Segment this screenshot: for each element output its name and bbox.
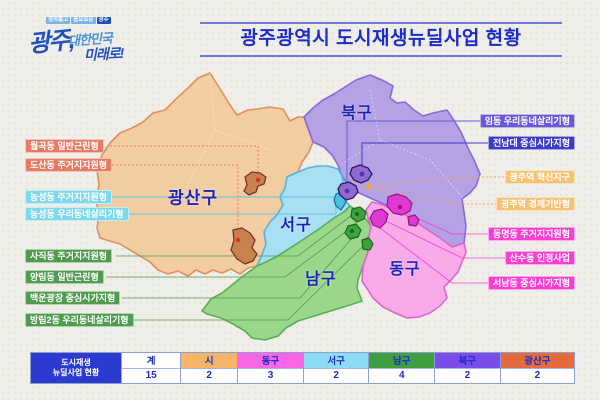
marker-dong bbox=[397, 204, 403, 210]
site-dong-2[interactable] bbox=[369, 208, 389, 229]
summary-col-total: 계 15 bbox=[121, 353, 181, 383]
site-markers bbox=[235, 171, 403, 243]
project-label-baegun[interactable]: 백운광장 중심시가지형 bbox=[25, 291, 121, 305]
line-yangnim bbox=[106, 229, 349, 278]
line-sajik bbox=[116, 214, 353, 257]
line-station-innovation bbox=[371, 176, 508, 187]
summary-col-dong-gu-value: 3 bbox=[238, 368, 303, 383]
logo-badge: 광주 bbox=[96, 17, 111, 24]
project-label-yangnim[interactable]: 양림동 일반근린형 bbox=[25, 270, 104, 284]
project-label-dongmyeong[interactable]: 동명동 주거지지원형 bbox=[487, 227, 575, 241]
title-rule-top bbox=[200, 22, 562, 24]
summary-col-city-value: 2 bbox=[181, 368, 238, 383]
district-label-seo-gu: 서구 bbox=[280, 217, 312, 234]
project-sites bbox=[230, 164, 420, 265]
district-label-dong-gu: 동구 bbox=[389, 261, 421, 278]
summary-row-header-line1: 도시재생 bbox=[61, 358, 91, 367]
project-label-sansu[interactable]: 산수동 인정사업 bbox=[504, 251, 575, 265]
summary-col-seo-gu-value: 2 bbox=[303, 368, 369, 383]
district-label-nam-gu: 남구 bbox=[305, 271, 337, 288]
page-header: 광주광역시 도시재생뉴딜사업 현황 bbox=[200, 22, 562, 57]
line-jeonnamdae bbox=[361, 142, 494, 174]
line-dongmyeong bbox=[403, 211, 492, 235]
page-title: 광주광역시 도시재생뉴딜사업 현황 bbox=[240, 28, 522, 49]
project-label-wolgok[interactable]: 월곡동 일반근린형 bbox=[25, 139, 104, 153]
summary-col-city: 시 2 bbox=[180, 353, 238, 383]
summary-col-nam-gu: 남구 4 bbox=[368, 353, 435, 383]
project-label-dosan[interactable]: 도산동 주거지지원형 bbox=[25, 158, 113, 172]
summary-col-city-label: 시 bbox=[181, 353, 238, 369]
summary-col-dong-gu: 동구 3 bbox=[237, 353, 303, 383]
summary-col-buk-gu-label: 북구 bbox=[435, 353, 500, 369]
marker-wolgok bbox=[255, 177, 261, 183]
summary-col-gwangsan-gu-value: 2 bbox=[500, 368, 575, 383]
site-dong-3[interactable] bbox=[407, 214, 420, 227]
summary-col-nam-gu-value: 4 bbox=[369, 368, 435, 383]
district-label-buk-gu: 북구 bbox=[341, 105, 373, 122]
summary-col-gwangsan-gu-label: 광산구 bbox=[500, 353, 575, 369]
summary-row-header: 도시재생 뉴딜사업 현황 bbox=[31, 353, 121, 383]
site-nam-3[interactable] bbox=[361, 237, 374, 251]
logo-badge: 정의롭고 bbox=[46, 17, 71, 24]
district-shapes bbox=[95, 72, 481, 341]
project-label-imdong[interactable]: 임동 우리동네살리기형 bbox=[479, 114, 575, 128]
marker-jeonnamdae bbox=[359, 171, 365, 177]
summary-col-total-value: 15 bbox=[122, 368, 181, 383]
line-wolgok bbox=[110, 145, 259, 174]
line-sansu bbox=[387, 221, 508, 259]
connector-lines bbox=[106, 120, 508, 321]
marker-imdong bbox=[344, 188, 350, 194]
project-label-bangnim[interactable]: 방림2동 우리동네살리기형 bbox=[25, 313, 134, 327]
summary-col-nam-gu-label: 남구 bbox=[369, 353, 435, 369]
summary-col-buk-gu-value: 2 bbox=[435, 368, 500, 383]
summary-col-dong-gu-label: 동구 bbox=[238, 353, 303, 369]
project-label-nongseong-2[interactable]: 농성동 우리동네살리기형 bbox=[25, 207, 129, 221]
line-nongseong-2 bbox=[124, 206, 337, 215]
project-label-station-innovation[interactable]: 광주역 혁신지구 bbox=[504, 170, 575, 184]
site-dosan[interactable] bbox=[230, 227, 258, 265]
logo-slogan-badges: 정의롭고 풍요로운 광주 bbox=[46, 17, 111, 24]
site-dong-1[interactable] bbox=[386, 193, 413, 216]
line-dosan bbox=[112, 164, 239, 234]
project-label-seonam[interactable]: 서남동 중심시가지형 bbox=[487, 276, 575, 290]
line-station-economy bbox=[371, 188, 497, 205]
district-gwangsan-gu[interactable] bbox=[95, 72, 314, 277]
logo-badge: 풍요로운 bbox=[71, 17, 96, 24]
summary-col-seo-gu-label: 서구 bbox=[303, 353, 369, 369]
project-label-jeonnamdae[interactable]: 전남대 중심시가지형 bbox=[487, 136, 575, 150]
project-label-station-economy[interactable]: 광주역 경제기반형 bbox=[496, 197, 575, 211]
summary-col-total-label: 계 bbox=[122, 353, 181, 369]
inner-boundary-lines bbox=[184, 72, 466, 201]
project-label-sajik[interactable]: 사직동 주거지지원형 bbox=[25, 249, 113, 263]
line-baegun bbox=[122, 235, 355, 299]
district-label-gwangsan-gu: 광산구 bbox=[168, 188, 218, 208]
summary-table: 도시재생 뉴딜사업 현황 계 15 시 2 동구 3 서구 2 남구 4 북구 … bbox=[30, 352, 575, 384]
marker-dosan bbox=[235, 237, 241, 243]
summary-col-gwangsan-gu: 광산구 2 bbox=[499, 353, 575, 383]
marker-nam-1 bbox=[355, 212, 359, 216]
marker-gwangju-station bbox=[364, 182, 373, 191]
summary-col-seo-gu: 서구 2 bbox=[302, 353, 369, 383]
marker-nam-2 bbox=[350, 229, 354, 233]
line-bangnim bbox=[130, 244, 365, 321]
gwangju-city-logo: 정의롭고 풍요로운 광주 광주, 대한민국 미래로! bbox=[27, 16, 158, 68]
summary-row-header-line2: 뉴딜사업 현황 bbox=[52, 368, 100, 377]
line-seonam bbox=[379, 227, 492, 284]
line-imdong bbox=[346, 120, 484, 190]
title-rule-bottom bbox=[200, 55, 562, 57]
site-wolgok[interactable] bbox=[243, 171, 267, 196]
project-label-nongseong-1[interactable]: 농성동 주거지지원형 bbox=[25, 190, 113, 204]
summary-col-buk-gu: 북구 2 bbox=[434, 353, 500, 383]
